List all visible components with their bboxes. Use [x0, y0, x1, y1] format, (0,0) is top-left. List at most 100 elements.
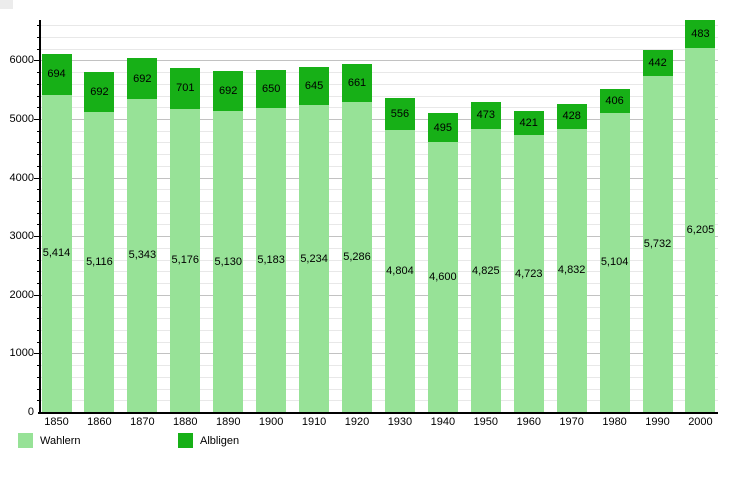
bar-value-albligen-1900: 650	[261, 83, 281, 96]
y-minor-tick	[37, 48, 40, 50]
bar-value-albligen-1860: 692	[90, 85, 109, 98]
bar-segment-albligen-2000	[685, 20, 716, 49]
bar-value-albligen-1990: 442	[648, 57, 667, 70]
minor-gridline	[41, 318, 718, 320]
bar-value-albligen-1880: 701	[176, 82, 195, 95]
y-minor-tick	[37, 365, 40, 367]
minor-gridline	[41, 25, 718, 27]
y-minor-tick	[37, 212, 40, 214]
bar-value-albligen-1920: 661	[347, 76, 367, 89]
bar-value-wahlern-1870: 5,343	[128, 249, 157, 262]
y-axis-line	[39, 20, 41, 414]
minor-gridline	[41, 306, 718, 308]
minor-gridline	[41, 388, 718, 390]
x-tick-label-1930: 1930	[387, 416, 413, 428]
y-minor-tick	[37, 130, 40, 132]
legend-swatch-albligen	[178, 433, 193, 448]
minor-gridline	[41, 365, 718, 367]
minor-gridline	[41, 283, 718, 285]
y-minor-tick	[37, 400, 40, 402]
minor-gridline	[41, 154, 718, 156]
bar-segment-wahlern-1980	[599, 112, 630, 412]
y-minor-tick	[37, 318, 40, 320]
bar-segment-albligen-1950	[470, 101, 501, 130]
bar-value-wahlern-1850: 5,414	[42, 247, 71, 260]
y-minor-tick	[37, 259, 40, 261]
bar-segment-wahlern-1870	[127, 98, 158, 412]
minor-gridline	[41, 130, 718, 132]
minor-gridline	[41, 400, 718, 402]
y-major-tick	[34, 353, 40, 355]
y-major-tick	[34, 119, 40, 120]
bar-segment-wahlern-1940	[427, 142, 458, 412]
x-tick-label-1920: 1920	[344, 416, 370, 428]
bar-value-albligen-1930: 556	[390, 108, 410, 121]
bar-value-albligen-1970: 428	[562, 110, 581, 123]
bar-value-wahlern-1950: 4,825	[472, 264, 500, 277]
y-tick-label: 2000	[9, 288, 34, 301]
y-minor-tick	[37, 36, 40, 38]
bar-segment-wahlern-1950	[470, 129, 501, 412]
bar-segment-albligen-1900	[256, 70, 287, 109]
bar-segment-albligen-1910	[299, 67, 330, 106]
bar-segment-wahlern-1900	[256, 108, 287, 412]
y-minor-tick	[37, 25, 40, 27]
y-major-tick	[34, 294, 40, 296]
x-tick-label-1900: 1900	[258, 416, 284, 428]
bar-value-wahlern-1940: 4,600	[429, 271, 457, 284]
minor-gridline	[41, 376, 718, 378]
minor-gridline	[41, 201, 718, 203]
x-tick-label-1850: 1850	[44, 416, 69, 428]
bar-value-wahlern-1900: 5,183	[257, 254, 285, 267]
bar-segment-wahlern-1930	[384, 130, 415, 412]
bar-value-albligen-1910: 645	[304, 80, 324, 93]
x-tick-label-1980: 1980	[602, 416, 627, 428]
major-gridline	[41, 353, 718, 355]
minor-gridline	[41, 107, 718, 109]
minor-gridline	[41, 189, 718, 191]
bar-value-albligen-1850: 694	[47, 68, 66, 81]
major-gridline	[41, 177, 718, 179]
x-tick-label-1970: 1970	[559, 416, 584, 428]
y-major-tick	[34, 236, 40, 238]
y-minor-tick	[37, 388, 40, 390]
y-minor-tick	[37, 271, 40, 273]
y-minor-tick	[37, 376, 40, 378]
minor-gridline	[41, 212, 718, 214]
y-minor-tick	[37, 247, 40, 249]
y-minor-tick	[37, 329, 40, 331]
bar-segment-albligen-1890	[213, 70, 244, 112]
y-minor-tick	[37, 189, 40, 191]
minor-gridline	[41, 165, 718, 167]
x-tick-label-1860: 1860	[87, 416, 112, 428]
bar-segment-albligen-1880	[170, 67, 201, 109]
minor-gridline	[41, 341, 718, 343]
bar-value-albligen-1870: 692	[133, 72, 152, 85]
bar-segment-wahlern-1960	[513, 135, 544, 412]
y-minor-tick	[37, 83, 40, 85]
bar-segment-albligen-1920	[342, 63, 372, 103]
bar-segment-wahlern-1970	[556, 128, 587, 412]
bar-value-albligen-2000: 483	[691, 28, 710, 41]
y-minor-tick	[37, 142, 40, 144]
y-major-tick	[34, 60, 40, 62]
minor-gridline	[41, 329, 718, 331]
bar-segment-albligen-1850	[41, 54, 72, 95]
bar-segment-albligen-1960	[513, 110, 544, 136]
minor-gridline	[41, 271, 718, 273]
y-major-tick	[34, 177, 40, 179]
y-tick-label: 4000	[9, 171, 34, 184]
bar-segment-albligen-1980	[599, 89, 630, 113]
y-tick-label: 6000	[9, 54, 34, 67]
bar-value-wahlern-1990: 5,732	[643, 238, 672, 251]
minor-gridline	[41, 83, 718, 85]
bar-segment-albligen-1940	[427, 113, 458, 143]
x-tick-label-2000: 2000	[688, 416, 713, 428]
bar-value-wahlern-1920: 5,286	[343, 251, 371, 264]
minor-gridline	[41, 259, 718, 261]
bar-segment-wahlern-1910	[299, 105, 330, 412]
legend-label-albligen: Albligen	[200, 435, 240, 447]
bar-value-albligen-1960: 421	[519, 116, 538, 129]
x-tick-label-1870: 1870	[130, 416, 155, 428]
corner-artifact	[0, 0, 13, 9]
